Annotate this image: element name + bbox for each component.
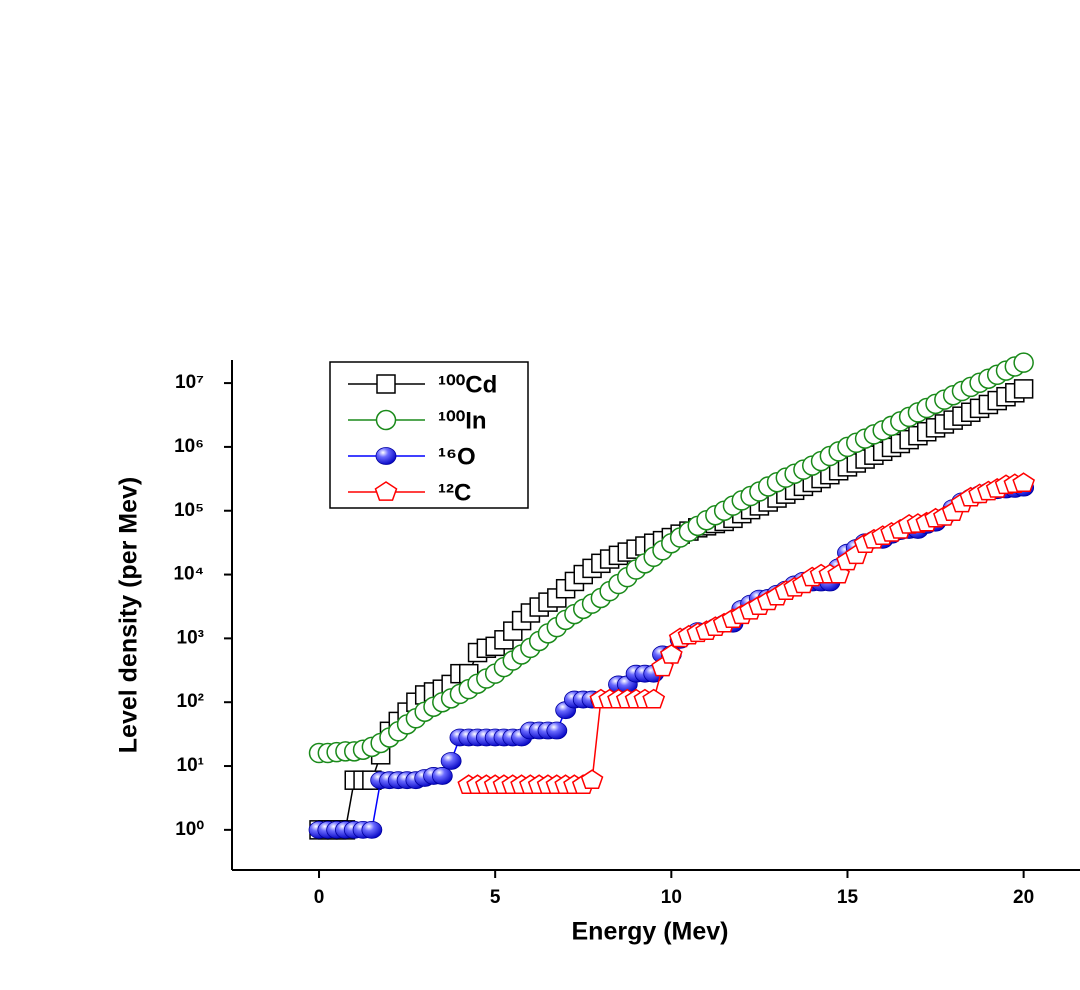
y-axis-title: Level density (per Mev) [115,477,143,753]
x-tick-label: 20 [1013,887,1034,908]
y-tick-label: 10¹ [177,755,204,776]
legend-label: ¹⁰⁰In [438,407,487,434]
marker-square [376,374,396,394]
legend-box [329,361,529,509]
marker-sphere [546,721,568,740]
x-tick-label: 10 [661,887,682,908]
x-tick-label: 15 [837,887,859,908]
y-tick-label: 10³ [177,627,204,648]
marker-sphere [375,447,397,465]
x-axis-title: Energy (Mev) [572,918,729,946]
y-tick-label: 10² [177,691,204,712]
y-tick-label: 10⁵ [174,500,204,521]
y-tick-label: 10⁷ [175,372,204,393]
marker-sphere [431,767,453,785]
marker-sphere [361,820,383,839]
marker-sphere [440,752,462,770]
x-tick-label: 0 [314,887,325,908]
legend-label: ¹⁰⁰Cd [438,371,497,398]
marker-pentagon [1012,472,1036,493]
legend-label: ¹²C [438,479,471,506]
marker-pentagon [580,769,604,790]
marker-pentagon [374,481,398,501]
y-tick-label: 10⁴ [173,564,204,585]
y-tick-label: 10⁰ [175,819,204,840]
marker-circle [1013,352,1034,373]
marker-pentagon [642,688,666,709]
marker-pentagon [659,644,683,664]
marker-square [1013,379,1034,399]
legend: ¹⁰⁰Cd ¹⁰⁰In ¹⁶O ¹²C [329,361,529,509]
y-tick-label: 10⁶ [174,436,204,457]
x-tick-label: 5 [490,887,501,908]
legend-label: ¹⁶O [438,443,476,470]
marker-circle [375,409,397,431]
